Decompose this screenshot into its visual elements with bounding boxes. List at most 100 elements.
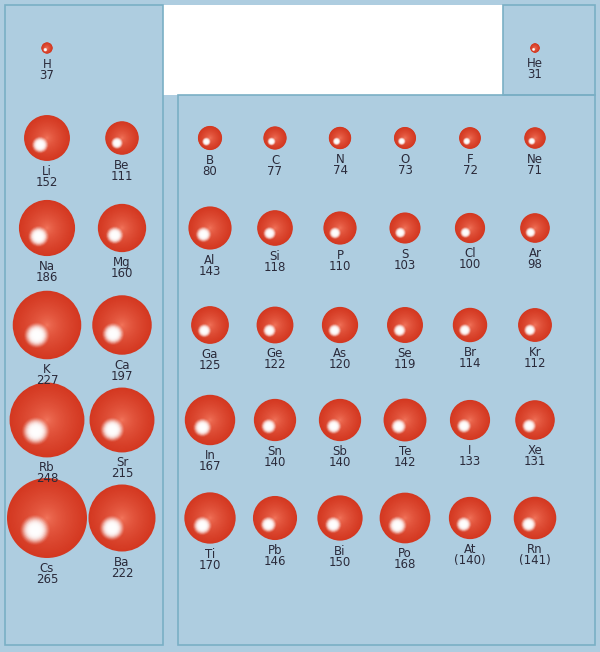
Circle shape	[208, 136, 212, 140]
Circle shape	[203, 330, 205, 332]
Circle shape	[535, 419, 536, 421]
Circle shape	[393, 408, 417, 432]
Circle shape	[38, 235, 40, 237]
Circle shape	[392, 312, 418, 338]
Circle shape	[400, 232, 401, 233]
Circle shape	[112, 232, 118, 239]
Circle shape	[267, 137, 276, 146]
Circle shape	[459, 217, 481, 239]
Circle shape	[524, 421, 535, 431]
Circle shape	[338, 418, 342, 422]
Circle shape	[197, 228, 211, 241]
Circle shape	[462, 412, 478, 428]
Circle shape	[268, 221, 282, 235]
Circle shape	[334, 319, 346, 331]
Circle shape	[257, 210, 293, 246]
Circle shape	[519, 404, 551, 436]
Circle shape	[102, 518, 122, 538]
Circle shape	[262, 420, 275, 433]
Circle shape	[387, 500, 423, 536]
Circle shape	[529, 138, 535, 144]
Circle shape	[28, 401, 66, 439]
Circle shape	[113, 411, 131, 428]
Circle shape	[527, 220, 544, 237]
Circle shape	[265, 325, 274, 335]
Circle shape	[209, 137, 211, 139]
Circle shape	[395, 410, 415, 430]
Circle shape	[468, 516, 472, 520]
Circle shape	[333, 329, 336, 332]
Circle shape	[194, 419, 211, 436]
Circle shape	[457, 407, 484, 434]
Circle shape	[111, 527, 113, 529]
Circle shape	[208, 136, 212, 140]
Circle shape	[467, 321, 473, 329]
Circle shape	[268, 231, 272, 235]
Circle shape	[398, 230, 403, 235]
Circle shape	[24, 323, 50, 348]
Circle shape	[468, 323, 472, 327]
Circle shape	[109, 524, 116, 531]
Circle shape	[121, 137, 123, 139]
Circle shape	[338, 136, 341, 140]
Circle shape	[394, 522, 401, 529]
Circle shape	[395, 316, 415, 334]
Circle shape	[466, 224, 474, 232]
Text: 120: 120	[329, 358, 351, 371]
Circle shape	[274, 419, 276, 421]
Circle shape	[268, 426, 269, 427]
Circle shape	[19, 490, 75, 546]
Circle shape	[397, 328, 402, 333]
Circle shape	[397, 511, 413, 526]
Circle shape	[273, 323, 277, 327]
Circle shape	[329, 409, 350, 430]
Circle shape	[104, 500, 140, 536]
Circle shape	[335, 514, 344, 522]
Circle shape	[399, 512, 411, 524]
Circle shape	[199, 409, 221, 431]
Text: Sr: Sr	[116, 456, 128, 469]
Circle shape	[38, 411, 56, 429]
Circle shape	[338, 226, 341, 230]
Circle shape	[531, 44, 539, 52]
Circle shape	[43, 224, 51, 231]
Circle shape	[396, 327, 403, 334]
Circle shape	[321, 401, 359, 439]
Circle shape	[524, 325, 535, 336]
Circle shape	[459, 409, 481, 431]
Circle shape	[400, 133, 410, 143]
Circle shape	[391, 520, 403, 531]
Circle shape	[461, 522, 466, 527]
Circle shape	[268, 511, 281, 525]
Circle shape	[398, 318, 412, 332]
Circle shape	[108, 406, 136, 434]
Circle shape	[515, 400, 555, 439]
Circle shape	[202, 130, 218, 147]
Circle shape	[118, 224, 126, 232]
Circle shape	[338, 516, 342, 520]
Circle shape	[185, 395, 235, 445]
Circle shape	[30, 425, 42, 437]
Circle shape	[202, 130, 218, 146]
Circle shape	[529, 132, 541, 144]
Circle shape	[386, 402, 424, 439]
Circle shape	[400, 140, 403, 143]
Circle shape	[104, 307, 140, 343]
Circle shape	[450, 400, 490, 440]
Circle shape	[332, 524, 334, 526]
Circle shape	[107, 228, 122, 243]
Circle shape	[267, 412, 283, 428]
Circle shape	[100, 205, 145, 250]
Circle shape	[457, 518, 470, 531]
Circle shape	[201, 524, 203, 527]
Circle shape	[33, 125, 61, 152]
Circle shape	[535, 48, 536, 49]
Text: N: N	[335, 153, 344, 166]
Circle shape	[325, 503, 355, 533]
Circle shape	[27, 422, 45, 440]
Circle shape	[332, 411, 349, 428]
Circle shape	[396, 424, 401, 429]
Circle shape	[15, 486, 79, 550]
Circle shape	[401, 134, 409, 142]
Circle shape	[329, 314, 351, 336]
